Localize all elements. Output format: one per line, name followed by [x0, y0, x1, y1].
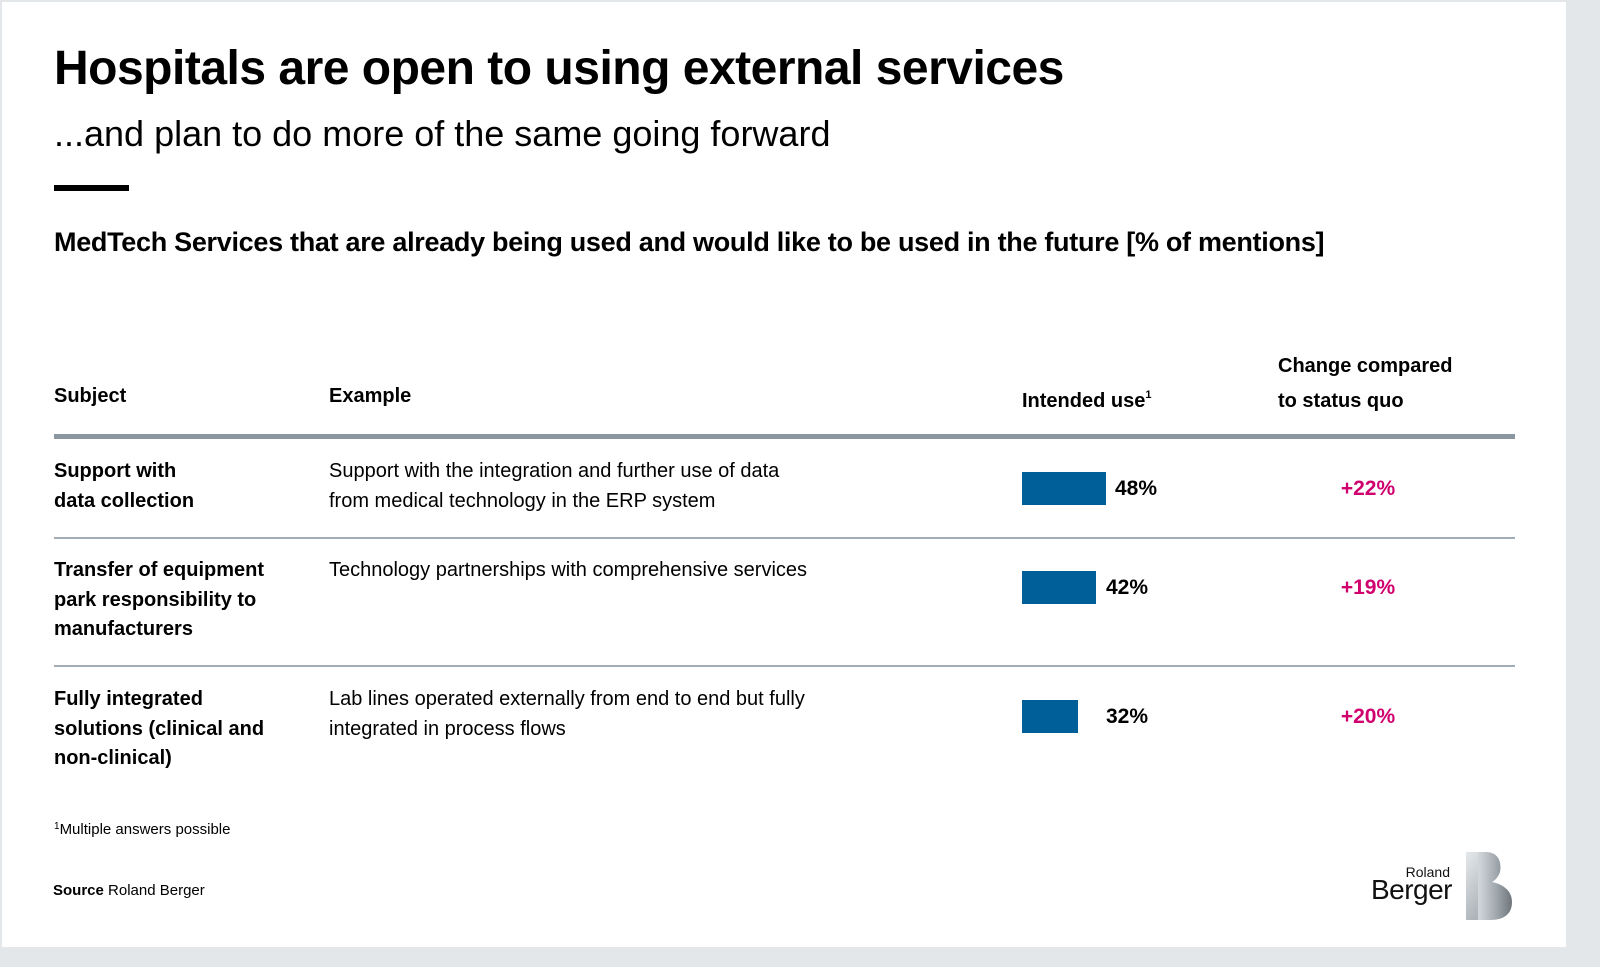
change-value: +20%	[1340, 705, 1396, 728]
row-example-line: from medical technology in the ERP syste…	[329, 489, 716, 512]
logo-b-mark-icon	[1466, 852, 1512, 920]
row-example: Lab lines operated externally from end t…	[329, 685, 909, 744]
page-subtitle: ...and plan to do more of the same going…	[54, 113, 831, 154]
row-subject-line: data collection	[54, 489, 195, 512]
source-note: Source Roland Berger	[53, 882, 205, 899]
logo-text-roland: Roland	[1405, 864, 1450, 880]
footnote-marker: 1	[1145, 389, 1152, 401]
row-subject-line: solutions (clinical and	[54, 717, 265, 740]
page-title: Hospitals are open to using external ser…	[54, 42, 1064, 95]
column-header-change-line1: Change compared	[1278, 355, 1453, 377]
intended-use-label: 32%	[1106, 705, 1149, 728]
row-divider	[54, 537, 1515, 539]
row-divider	[54, 665, 1515, 667]
column-header-subject: Subject	[54, 385, 127, 407]
roland-berger-logo: Roland Berger	[1368, 850, 1516, 922]
row-example: Support with the integration and further…	[329, 457, 909, 516]
row-subject: Support with data collection	[54, 457, 304, 516]
intended-use-label: 48%	[1115, 477, 1158, 500]
column-header-change-line2: to status quo	[1278, 390, 1404, 412]
row-subject-line: Fully integrated	[54, 688, 203, 710]
source-text: Roland Berger	[108, 882, 205, 899]
logo-text-berger: Berger	[1370, 874, 1453, 905]
row-example-line: integrated in process flows	[329, 717, 566, 740]
row-subject: Fully integrated solutions (clinical and n…	[54, 685, 304, 774]
column-header-intended-use-label: Intended use	[1022, 390, 1146, 412]
change-value: +22%	[1340, 477, 1396, 500]
footnote-mark: 1	[54, 821, 60, 832]
intended-use-bar	[1022, 571, 1096, 604]
row-example: Technology partnerships with comprehensi…	[329, 556, 909, 586]
row-subject: Transfer of equipment park responsibility…	[54, 556, 304, 645]
chart-title: MedTech Services that are already being …	[54, 227, 1325, 257]
intended-use-bar	[1022, 700, 1078, 733]
intended-use-label: 42%	[1106, 576, 1149, 599]
accent-divider	[54, 185, 129, 191]
source-label: Source	[53, 882, 104, 899]
intended-use-bar	[1022, 472, 1106, 505]
row-example-line: Lab lines operated externally from end t…	[329, 688, 805, 710]
row-subject-line: manufacturers	[54, 618, 193, 640]
footnote: 1Multiple answers possible	[54, 821, 230, 838]
header-divider	[54, 434, 1515, 439]
change-value: +19%	[1340, 576, 1396, 599]
column-header-example: Example	[329, 385, 412, 407]
chart-card: Hospitals are open to using external ser…	[2, 2, 1566, 947]
column-header-intended-use: Intended use1	[1022, 384, 1151, 419]
row-subject-line: Transfer of equipment	[54, 559, 265, 581]
row-subject-line: park responsibility to	[54, 588, 257, 611]
row-subject-line: Support with	[54, 460, 177, 482]
row-example-line: Technology partnerships with comprehensi…	[329, 559, 808, 581]
footnote-text: Multiple answers possible	[59, 821, 231, 838]
row-example-line: Support with the integration and further…	[329, 460, 780, 482]
row-subject-line: non-clinical)	[54, 747, 172, 769]
